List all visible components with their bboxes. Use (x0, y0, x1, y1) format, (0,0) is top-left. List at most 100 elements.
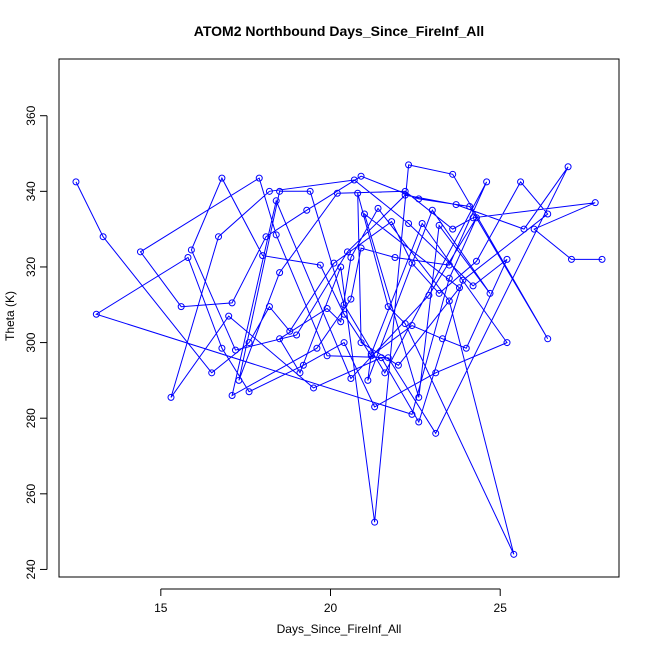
data-point (415, 418, 423, 426)
data-point (350, 176, 358, 184)
x-tick-label: 20 (324, 601, 338, 615)
data-point (316, 261, 324, 269)
data-point (462, 344, 470, 352)
data-point (388, 218, 396, 226)
data-point (228, 299, 236, 307)
data-point (259, 252, 267, 260)
data-point (340, 339, 348, 347)
data-point (381, 369, 389, 377)
series-layer (72, 161, 606, 558)
y-tick-label: 240 (24, 559, 38, 579)
data-point (343, 248, 351, 256)
data-point (428, 206, 436, 214)
data-point (276, 335, 284, 343)
data-point (598, 255, 606, 263)
y-tick-label: 280 (24, 408, 38, 428)
data-point (218, 344, 226, 352)
data-point (544, 210, 552, 218)
data-point (303, 206, 311, 214)
data-point (167, 393, 175, 401)
chart-title: ATOM2 Northbound Days_Since_FireInf_All (194, 23, 484, 39)
data-point (360, 210, 368, 218)
data-point (459, 276, 467, 284)
data-point (293, 331, 301, 339)
y-tick-label: 320 (24, 257, 38, 277)
data-point (337, 263, 345, 271)
x-axis-label: Days_Since_FireInf_All (277, 622, 402, 636)
data-point (177, 303, 185, 311)
data-point (401, 320, 409, 328)
data-point (92, 310, 100, 318)
data-point (449, 170, 457, 178)
y-tick-label: 340 (24, 181, 38, 201)
data-point (310, 384, 318, 392)
data-point (255, 174, 263, 182)
data-point (313, 344, 321, 352)
data-point (323, 305, 331, 313)
data-point (235, 376, 243, 384)
data-point (408, 322, 416, 330)
data-point (231, 346, 239, 354)
data-point (445, 297, 453, 305)
data-point (272, 197, 280, 205)
data-point (245, 339, 253, 347)
data-point (340, 301, 348, 309)
data-point (347, 254, 355, 262)
data-point (449, 225, 457, 233)
data-point (415, 393, 423, 401)
data-point (455, 284, 463, 292)
data-point (483, 178, 491, 186)
data-point (591, 199, 599, 207)
data-point (245, 388, 253, 396)
data-point (371, 403, 379, 411)
data-point (340, 310, 348, 318)
x-axis: 15 20 25 (154, 588, 507, 615)
plot-area (58, 58, 620, 578)
data-point (469, 282, 477, 290)
y-tick-label: 260 (24, 483, 38, 503)
data-point (530, 225, 538, 233)
data-point (391, 254, 399, 262)
data-point (265, 303, 273, 311)
data-point (469, 214, 477, 222)
data-point (306, 187, 314, 195)
series-line (75, 164, 602, 555)
data-point (262, 233, 270, 241)
data-point (435, 289, 443, 297)
data-point (377, 354, 385, 362)
data-point (503, 255, 511, 263)
data-point (544, 335, 552, 343)
data-point (466, 202, 474, 210)
data-point (374, 204, 382, 212)
data-point (394, 361, 402, 369)
data-point (337, 318, 345, 326)
data-point (432, 429, 440, 437)
data-point (72, 178, 80, 186)
data-point (354, 189, 362, 197)
data-point (276, 269, 284, 277)
data-point (439, 335, 447, 343)
y-axis-label: Theta (K) (3, 291, 17, 341)
y-tick-label: 300 (24, 332, 38, 352)
data-point (347, 374, 355, 382)
data-point (486, 289, 494, 297)
data-point (567, 255, 575, 263)
data-point (364, 376, 372, 384)
data-point (215, 233, 223, 241)
data-point (510, 550, 518, 558)
data-point (228, 392, 236, 400)
data-point (520, 225, 528, 233)
data-point (347, 295, 355, 303)
data-point (371, 518, 379, 526)
data-point (333, 189, 341, 197)
data-point (357, 172, 365, 180)
data-point (384, 354, 392, 362)
data-point (517, 178, 525, 186)
data-point (276, 187, 284, 195)
data-point (401, 187, 409, 195)
data-point (225, 312, 233, 320)
data-point (418, 219, 426, 227)
data-point (408, 410, 416, 418)
